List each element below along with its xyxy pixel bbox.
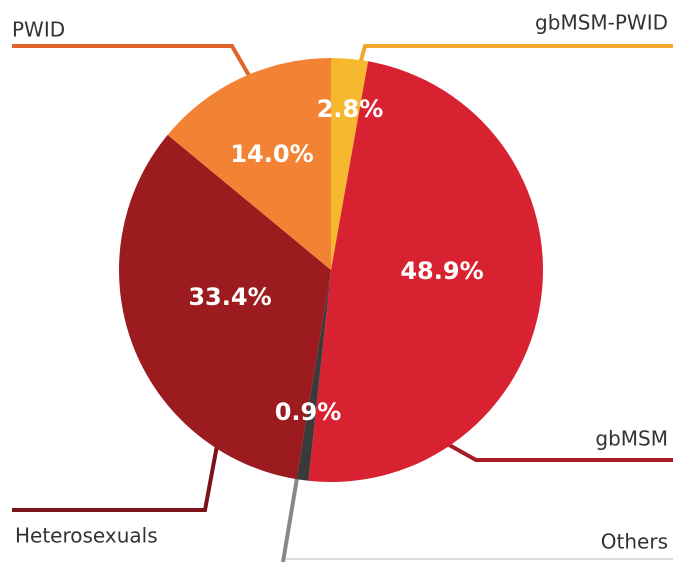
category-label: Heterosexuals bbox=[15, 524, 158, 548]
pie-slice bbox=[331, 58, 369, 270]
value-label: 0.9% bbox=[275, 398, 342, 426]
leader-line bbox=[281, 471, 300, 562]
value-label: 33.4% bbox=[188, 283, 271, 311]
pie-slice bbox=[167, 58, 331, 270]
pie-slice bbox=[119, 134, 331, 480]
value-label: 2.8% bbox=[317, 95, 384, 123]
category-label: gbMSM bbox=[595, 427, 668, 451]
pie-slice bbox=[296, 270, 331, 481]
category-label: Others bbox=[601, 530, 668, 554]
value-label: 14.0% bbox=[230, 140, 313, 168]
pie-slice bbox=[308, 61, 544, 483]
category-label: PWID bbox=[12, 18, 65, 42]
value-label: 48.9% bbox=[400, 257, 483, 285]
category-label: gbMSM-PWID bbox=[535, 11, 668, 35]
